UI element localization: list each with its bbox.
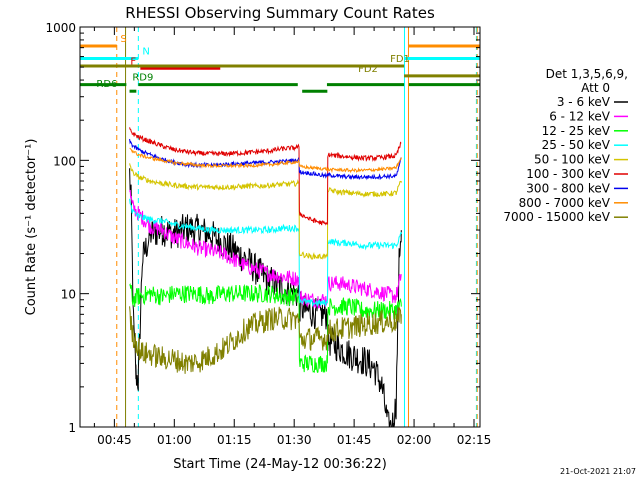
x-ticks: 00:45 01:00 01:15 01:30 01:45 02:00 02:15 — [93, 27, 492, 447]
x-axis-label: Start Time (24-May-12 00:36:22) — [173, 457, 387, 472]
series-line — [129, 282, 402, 374]
flag-label: FD2 — [358, 64, 378, 75]
series-line — [129, 147, 402, 174]
flag-bars: SNFFD1FD2RD6RD9 — [80, 34, 480, 93]
series-line — [129, 306, 402, 374]
series-line — [129, 189, 402, 309]
legend-label: 6 - 12 keV — [549, 109, 611, 123]
flag-label: FD1 — [390, 54, 410, 65]
series-line — [129, 163, 402, 260]
y-tick-label: 1 — [68, 421, 76, 435]
series-line — [129, 198, 402, 308]
series-line — [129, 168, 402, 427]
legend-label: 12 - 25 keV — [542, 124, 611, 138]
series-lines — [129, 127, 402, 427]
y-axis-label: Count Rate (s⁻¹ detector⁻¹) — [24, 139, 39, 316]
legend-label: 7000 - 15000 keV — [503, 210, 610, 224]
legend-label: 3 - 6 keV — [557, 95, 611, 109]
x-tick-label: 02:00 — [397, 433, 432, 447]
x-tick-label: 01:45 — [337, 433, 372, 447]
plot-frame — [79, 26, 481, 428]
y-tick-label: 10 — [61, 288, 76, 302]
x-tick-label: 01:30 — [277, 433, 312, 447]
x-tick-label: 02:15 — [457, 433, 492, 447]
y-tick-label: 1000 — [45, 21, 76, 35]
y-ticks: 1 10 100 1000 — [45, 21, 480, 435]
x-tick-label: 01:15 — [217, 433, 252, 447]
legend-label: 300 - 800 keV — [526, 181, 610, 195]
flag-label: RD9 — [132, 73, 153, 84]
flag-label: F — [130, 56, 136, 67]
legend-header: Det 1,3,5,6,9, — [546, 67, 628, 81]
chart-title: RHESSI Observing Summary Count Rates — [125, 4, 435, 22]
x-tick-label: 01:00 — [157, 433, 192, 447]
flag-label: S — [120, 34, 126, 45]
legend-header-att: Att 0 — [581, 81, 610, 95]
series-line — [129, 127, 402, 226]
legend-label: 800 - 7000 keV — [519, 196, 611, 210]
legend-label: 25 - 50 keV — [542, 138, 611, 152]
legend-label: 100 - 300 keV — [526, 167, 610, 181]
vertical-markers — [116, 27, 478, 427]
x-tick-label: 00:45 — [97, 433, 132, 447]
legend-label: 50 - 100 keV — [534, 153, 611, 167]
flag-label: N — [142, 47, 149, 58]
y-tick-label: 100 — [53, 154, 76, 168]
footer-timestamp: 21-Oct-2021 21:07 — [560, 467, 636, 476]
